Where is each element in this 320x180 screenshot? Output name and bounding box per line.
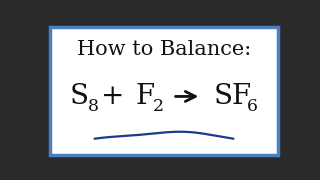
Text: +: + (101, 83, 125, 110)
Text: SF: SF (214, 83, 252, 110)
Text: F: F (135, 83, 155, 110)
Text: 6: 6 (247, 98, 258, 115)
FancyBboxPatch shape (50, 27, 278, 155)
Text: S: S (70, 83, 89, 110)
Text: 8: 8 (88, 98, 99, 115)
Text: How to Balance:: How to Balance: (77, 40, 251, 59)
Text: 2: 2 (153, 98, 164, 115)
